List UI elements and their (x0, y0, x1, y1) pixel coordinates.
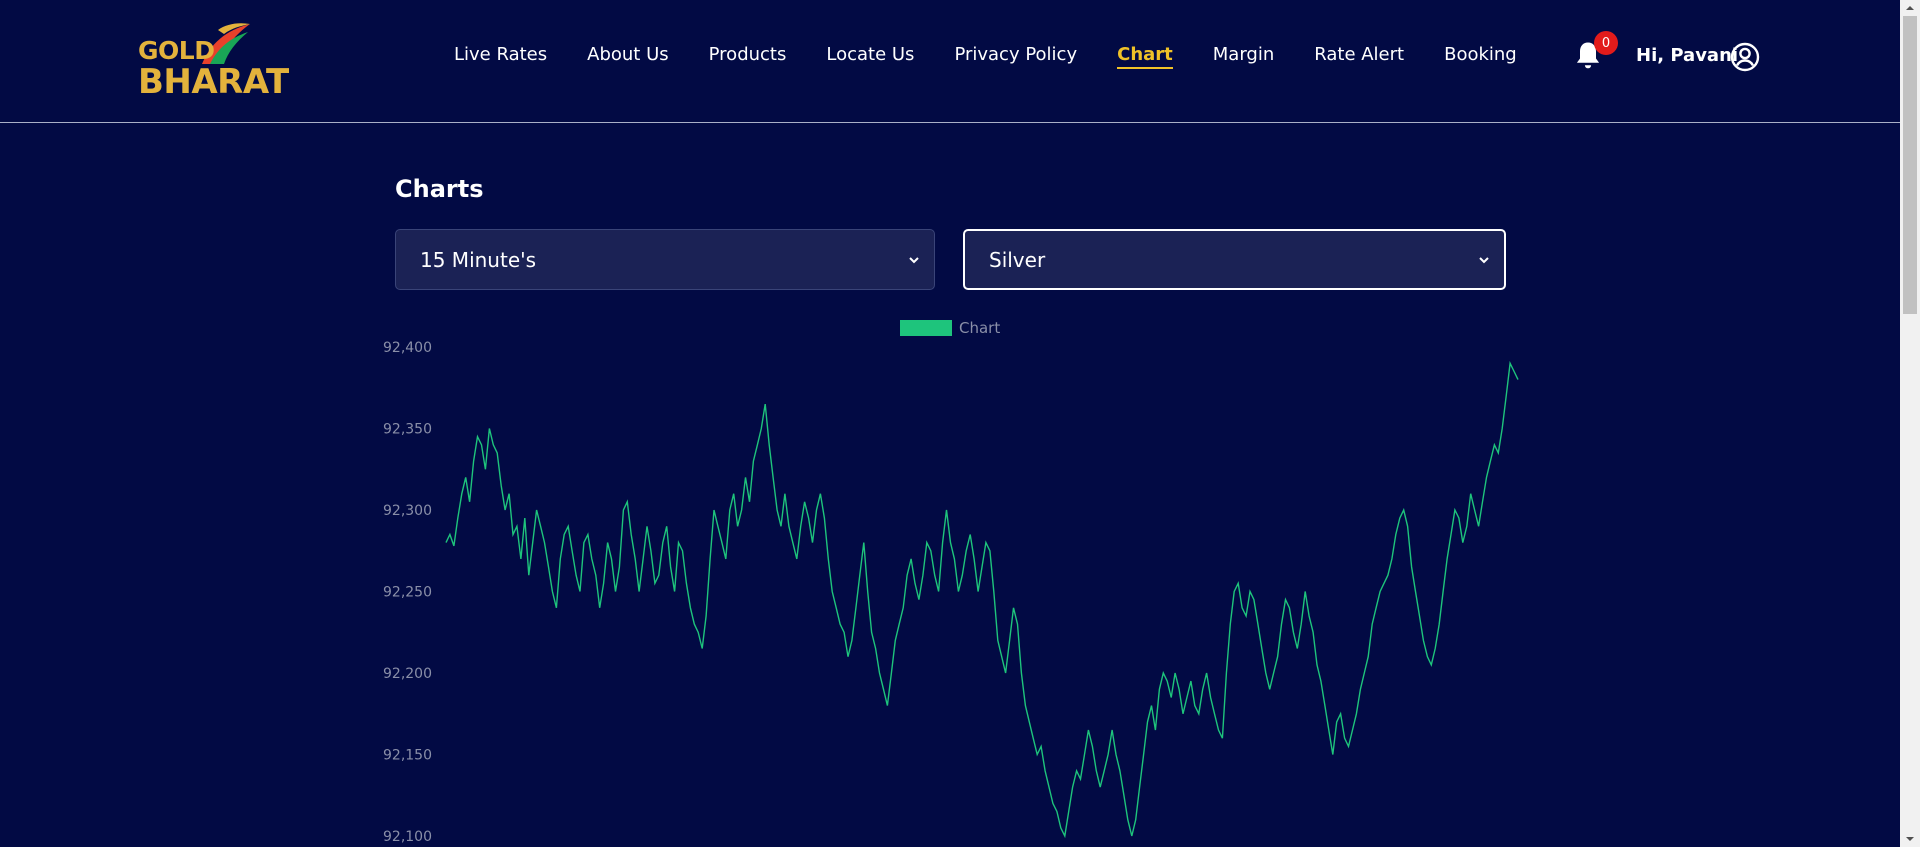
y-axis: 92,400 92,350 92,300 92,250 92,200 92,150 92,1… (383, 340, 432, 845)
metal-select[interactable]: Silver (963, 229, 1506, 290)
chart-legend[interactable]: Chart (900, 319, 1000, 337)
y-tick-label: 92,400 (383, 340, 432, 356)
series-line (445, 360, 1519, 839)
y-tick-label: 92,250 (383, 585, 432, 601)
page-scrollbar[interactable] (1900, 0, 1920, 847)
y-tick-label: 92,300 (383, 503, 432, 519)
swoosh-logo-icon (202, 23, 250, 64)
interval-select-value: 15 Minute's (420, 247, 537, 272)
notification-badge: 0 (1594, 31, 1618, 55)
page-title: Charts (395, 175, 484, 203)
nav-rate-alert[interactable]: Rate Alert (1314, 44, 1405, 65)
nav-about-us[interactable]: About Us (587, 44, 669, 65)
user-greeting: Hi, Pavani (1636, 45, 1739, 66)
metal-select-value: Silver (989, 247, 1046, 272)
nav-booking[interactable]: Booking (1444, 44, 1517, 65)
site-header: GOLD BHARAT Live Rates About Us Products… (0, 0, 1900, 123)
nav-margin[interactable]: Margin (1212, 44, 1275, 65)
chevron-down-icon (909, 256, 919, 263)
nav-privacy-policy[interactable]: Privacy Policy (954, 44, 1078, 65)
y-tick-label: 92,350 (383, 422, 432, 438)
logo-text-gold: GOLD (138, 36, 215, 65)
nav-products[interactable]: Products (708, 44, 787, 65)
scroll-up-arrow-icon[interactable] (1906, 4, 1914, 12)
logo-text-bharat: BHARAT (138, 62, 289, 102)
bell-icon[interactable] (1573, 40, 1603, 72)
interval-select[interactable]: 15 Minute's (395, 229, 935, 290)
nav-chart[interactable]: Chart (1117, 44, 1173, 69)
y-tick-label: 92,150 (383, 748, 432, 764)
y-tick-label: 92,100 (383, 829, 432, 845)
main-nav: Live Rates About Us Products Locate Us P… (454, 44, 1517, 69)
user-circle-icon[interactable] (1730, 42, 1760, 72)
nav-live-rates[interactable]: Live Rates (454, 44, 548, 65)
scroll-down-arrow-icon[interactable] (1906, 835, 1914, 843)
y-tick-label: 92,200 (383, 666, 432, 682)
legend-label: Chart (959, 319, 1000, 337)
scrollbar-thumb[interactable] (1903, 16, 1917, 314)
gold-bharat-logo[interactable]: GOLD BHARAT (138, 20, 298, 102)
legend-swatch (900, 320, 952, 336)
chevron-down-icon (1479, 256, 1489, 263)
nav-locate-us[interactable]: Locate Us (826, 44, 915, 65)
